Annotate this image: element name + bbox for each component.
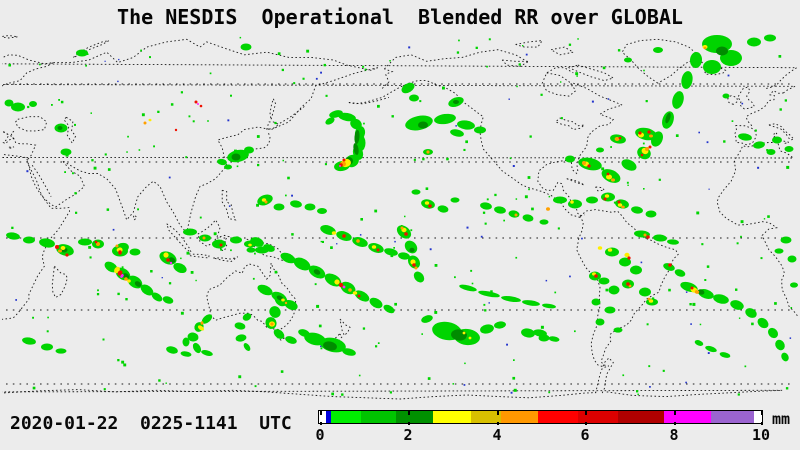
colorbar-gradient (318, 410, 763, 425)
colorbar-tick (408, 411, 410, 415)
colorbar-segment (433, 411, 471, 423)
colorbar-segment (326, 411, 331, 423)
colorbar-tick-label: 10 (751, 426, 771, 444)
colorbar-tick (585, 411, 587, 415)
colorbar-tick (320, 411, 322, 415)
colorbar-segment (618, 411, 664, 423)
colorbar-tick-label: 4 (492, 426, 502, 444)
light-rain-speckles (8, 36, 793, 396)
colorbar-segment (361, 411, 396, 423)
colorbar-segment (664, 411, 711, 423)
colorbar-segment (538, 411, 578, 423)
colorbar-tick (497, 422, 499, 425)
precipitation-blobs (4, 34, 798, 362)
colorbar-tick (761, 422, 763, 425)
colorbar-tick-label: 8 (669, 426, 679, 444)
colorbar-segment (331, 411, 361, 423)
colorbar-tick (674, 422, 676, 425)
colorbar-tick-label: 2 (403, 426, 413, 444)
colorbar-tick (585, 422, 587, 425)
colorbar-segment (396, 411, 433, 423)
colorbar-tick-label: 6 (580, 426, 590, 444)
colorbar-tick-label: 0 (315, 426, 325, 444)
colorbar-segment (711, 411, 754, 423)
colorbar-segment (578, 411, 618, 423)
colorbar-segment (754, 411, 762, 423)
colorbar-segment (471, 411, 501, 423)
colorbar-tick (320, 422, 322, 425)
colorbar-tick (408, 422, 410, 425)
colorbar-tick (674, 411, 676, 415)
colorbar-tick (497, 411, 499, 415)
colorbar-segment (319, 411, 326, 423)
colorbar-unit-label: mm (772, 410, 791, 428)
timestamp: 2020-01-22 0225-1141 UTC (10, 413, 292, 434)
coastlines (2, 35, 798, 400)
colorbar-legend: 0 2 4 6 8 10 mm (315, 410, 790, 446)
page-title: The NESDIS Operational Blended RR over G… (117, 5, 683, 29)
colorbar-segment (501, 411, 538, 423)
colorbar-tick (761, 411, 763, 415)
